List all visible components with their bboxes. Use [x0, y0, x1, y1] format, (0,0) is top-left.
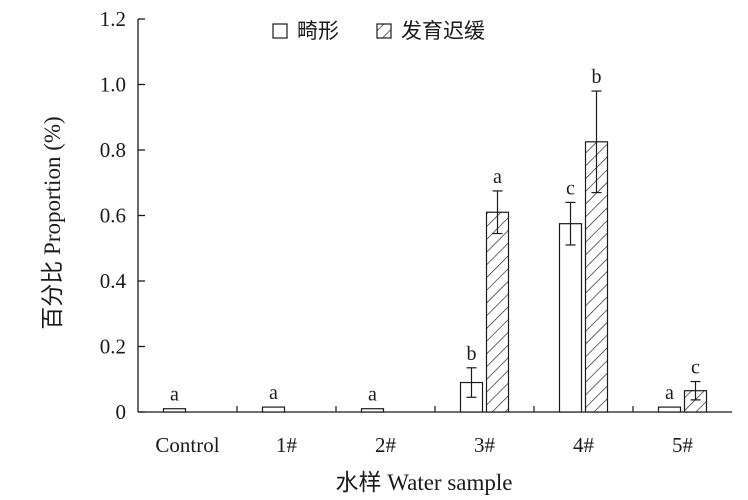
x-tick-label: 2# — [375, 433, 397, 457]
x-tick-label: 5# — [672, 433, 694, 457]
bar-malformation — [360, 408, 385, 413]
y-tick-label: 0 — [116, 400, 127, 424]
bar-malformation — [657, 406, 682, 413]
bar-growth-delay — [485, 211, 510, 413]
x-tick-label: Control — [155, 433, 219, 457]
legend: 畸形 发育迟缓 — [272, 19, 485, 43]
significance-label: b — [592, 66, 602, 88]
bar-malformation — [558, 223, 583, 413]
y-tick-label: 1.2 — [100, 7, 126, 31]
significance-label: c — [566, 177, 575, 199]
x-tick-label: 1# — [276, 433, 298, 457]
legend-swatch-hatched — [376, 23, 392, 39]
y-tick-label: 0.6 — [100, 204, 126, 228]
x-tick-label: 4# — [573, 433, 595, 457]
legend-label-series-2: 发育迟缓 — [401, 19, 485, 43]
significance-label: b — [467, 343, 477, 365]
legend-label-series-1: 畸形 — [297, 19, 339, 43]
significance-label: a — [665, 382, 674, 404]
x-tick-label: 3# — [474, 433, 496, 457]
significance-label: a — [269, 382, 278, 404]
bar-malformation — [162, 408, 187, 413]
significance-label: c — [691, 357, 700, 379]
y-axis-title: 百分比 Proportion (%) — [40, 116, 65, 329]
significance-label: a — [368, 384, 377, 406]
significance-label: a — [170, 384, 179, 406]
y-tick-label: 0.8 — [100, 138, 126, 162]
significance-label: a — [493, 166, 502, 188]
y-tick-label: 0.4 — [100, 269, 127, 293]
y-tick-label: 0.2 — [100, 335, 126, 359]
bar-malformation — [261, 406, 286, 413]
y-tick-label: 1.0 — [100, 73, 126, 97]
x-axis-title: 水样 Water sample — [336, 470, 513, 495]
legend-swatch-open — [272, 23, 288, 39]
